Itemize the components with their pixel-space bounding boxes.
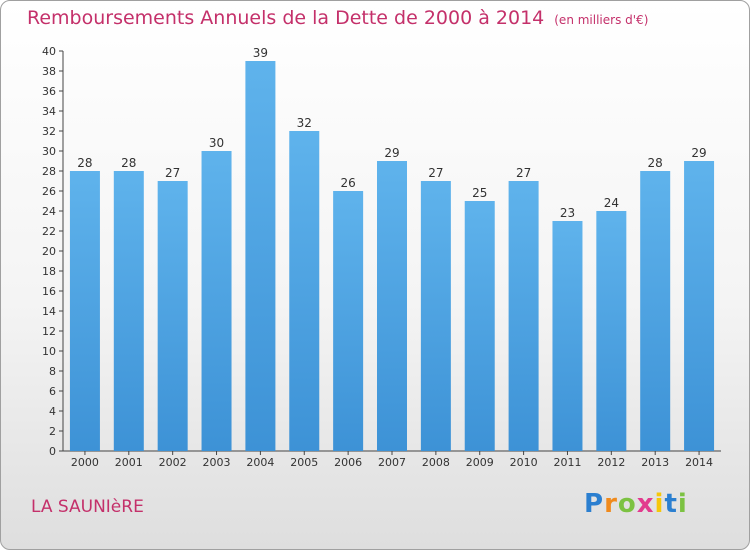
bar — [201, 151, 232, 451]
bar-value-label: 27 — [165, 166, 180, 180]
bar — [333, 191, 364, 451]
x-tick-label: 2009 — [466, 456, 494, 469]
y-tick-label: 6 — [49, 385, 56, 398]
y-tick-label: 26 — [42, 185, 56, 198]
logo-letter: i — [654, 489, 665, 519]
y-tick-label: 18 — [42, 265, 56, 278]
logo-letter: t — [664, 489, 678, 519]
x-tick-label: 2012 — [597, 456, 625, 469]
bar — [640, 171, 671, 451]
y-tick-label: 4 — [49, 405, 56, 418]
bar-value-label: 28 — [121, 156, 136, 170]
logo-letter: r — [604, 489, 618, 519]
bar-value-label: 30 — [209, 136, 224, 150]
y-tick-label: 20 — [42, 245, 56, 258]
bar-value-label: 27 — [428, 166, 443, 180]
logo-letter: o — [617, 489, 637, 519]
y-tick-label: 22 — [42, 225, 56, 238]
x-tick-label: 2007 — [378, 456, 406, 469]
x-tick-label: 2005 — [290, 456, 318, 469]
proxiti-logo: Proxiti — [584, 489, 688, 519]
y-tick-label: 12 — [42, 325, 56, 338]
bar — [113, 171, 144, 451]
bar-value-label: 39 — [253, 46, 268, 60]
bar — [596, 211, 627, 451]
y-tick-label: 30 — [42, 145, 56, 158]
y-tick-label: 14 — [42, 305, 56, 318]
y-tick-label: 24 — [42, 205, 56, 218]
x-tick-label: 2002 — [159, 456, 187, 469]
bar — [377, 161, 407, 451]
x-tick-label: 2000 — [71, 456, 99, 469]
commune-name: LA SAUNIèRE — [31, 497, 144, 517]
x-tick-label: 2013 — [641, 456, 669, 469]
y-tick-label: 10 — [42, 345, 56, 358]
y-tick-label: 40 — [42, 45, 56, 58]
bar — [552, 221, 583, 451]
y-tick-label: 2 — [49, 425, 56, 438]
x-tick-label: 2001 — [115, 456, 143, 469]
bar — [420, 181, 451, 451]
bar — [69, 171, 100, 451]
bar — [245, 61, 276, 451]
bar — [289, 131, 320, 451]
bar-value-label: 29 — [691, 146, 706, 160]
y-tick-label: 34 — [42, 105, 56, 118]
bar-value-label: 28 — [77, 156, 92, 170]
bar-value-label: 29 — [384, 146, 399, 160]
x-tick-label: 2011 — [553, 456, 581, 469]
x-tick-label: 2010 — [510, 456, 538, 469]
bar — [684, 161, 715, 451]
x-tick-label: 2004 — [246, 456, 274, 469]
x-tick-label: 2008 — [422, 456, 450, 469]
chart-title-text: Remboursements Annuels de la Dette de 20… — [27, 7, 545, 29]
logo-letter: i — [677, 489, 688, 519]
bar-value-label: 25 — [472, 186, 487, 200]
y-tick-label: 16 — [42, 285, 56, 298]
y-tick-label: 38 — [42, 65, 56, 78]
logo-letter: P — [584, 489, 605, 519]
bar-value-label: 26 — [340, 176, 355, 190]
y-tick-label: 28 — [42, 165, 56, 178]
x-tick-label: 2003 — [203, 456, 231, 469]
bar-value-label: 27 — [516, 166, 531, 180]
logo-letter: x — [636, 489, 655, 519]
y-tick-label: 32 — [42, 125, 56, 138]
bar — [464, 201, 495, 451]
bar — [157, 181, 188, 451]
bar-value-label: 23 — [560, 206, 575, 220]
y-tick-label: 8 — [49, 365, 56, 378]
y-tick-label: 36 — [42, 85, 56, 98]
chart-title: Remboursements Annuels de la Dette de 20… — [27, 7, 648, 29]
chart-unit: (en milliers d'€) — [554, 13, 649, 27]
x-tick-label: 2014 — [685, 456, 713, 469]
y-tick-label: 0 — [49, 445, 56, 458]
bar — [508, 181, 539, 451]
bar-value-label: 28 — [648, 156, 663, 170]
bar-value-label: 24 — [604, 196, 619, 210]
bar-value-label: 32 — [297, 116, 312, 130]
x-tick-label: 2006 — [334, 456, 362, 469]
